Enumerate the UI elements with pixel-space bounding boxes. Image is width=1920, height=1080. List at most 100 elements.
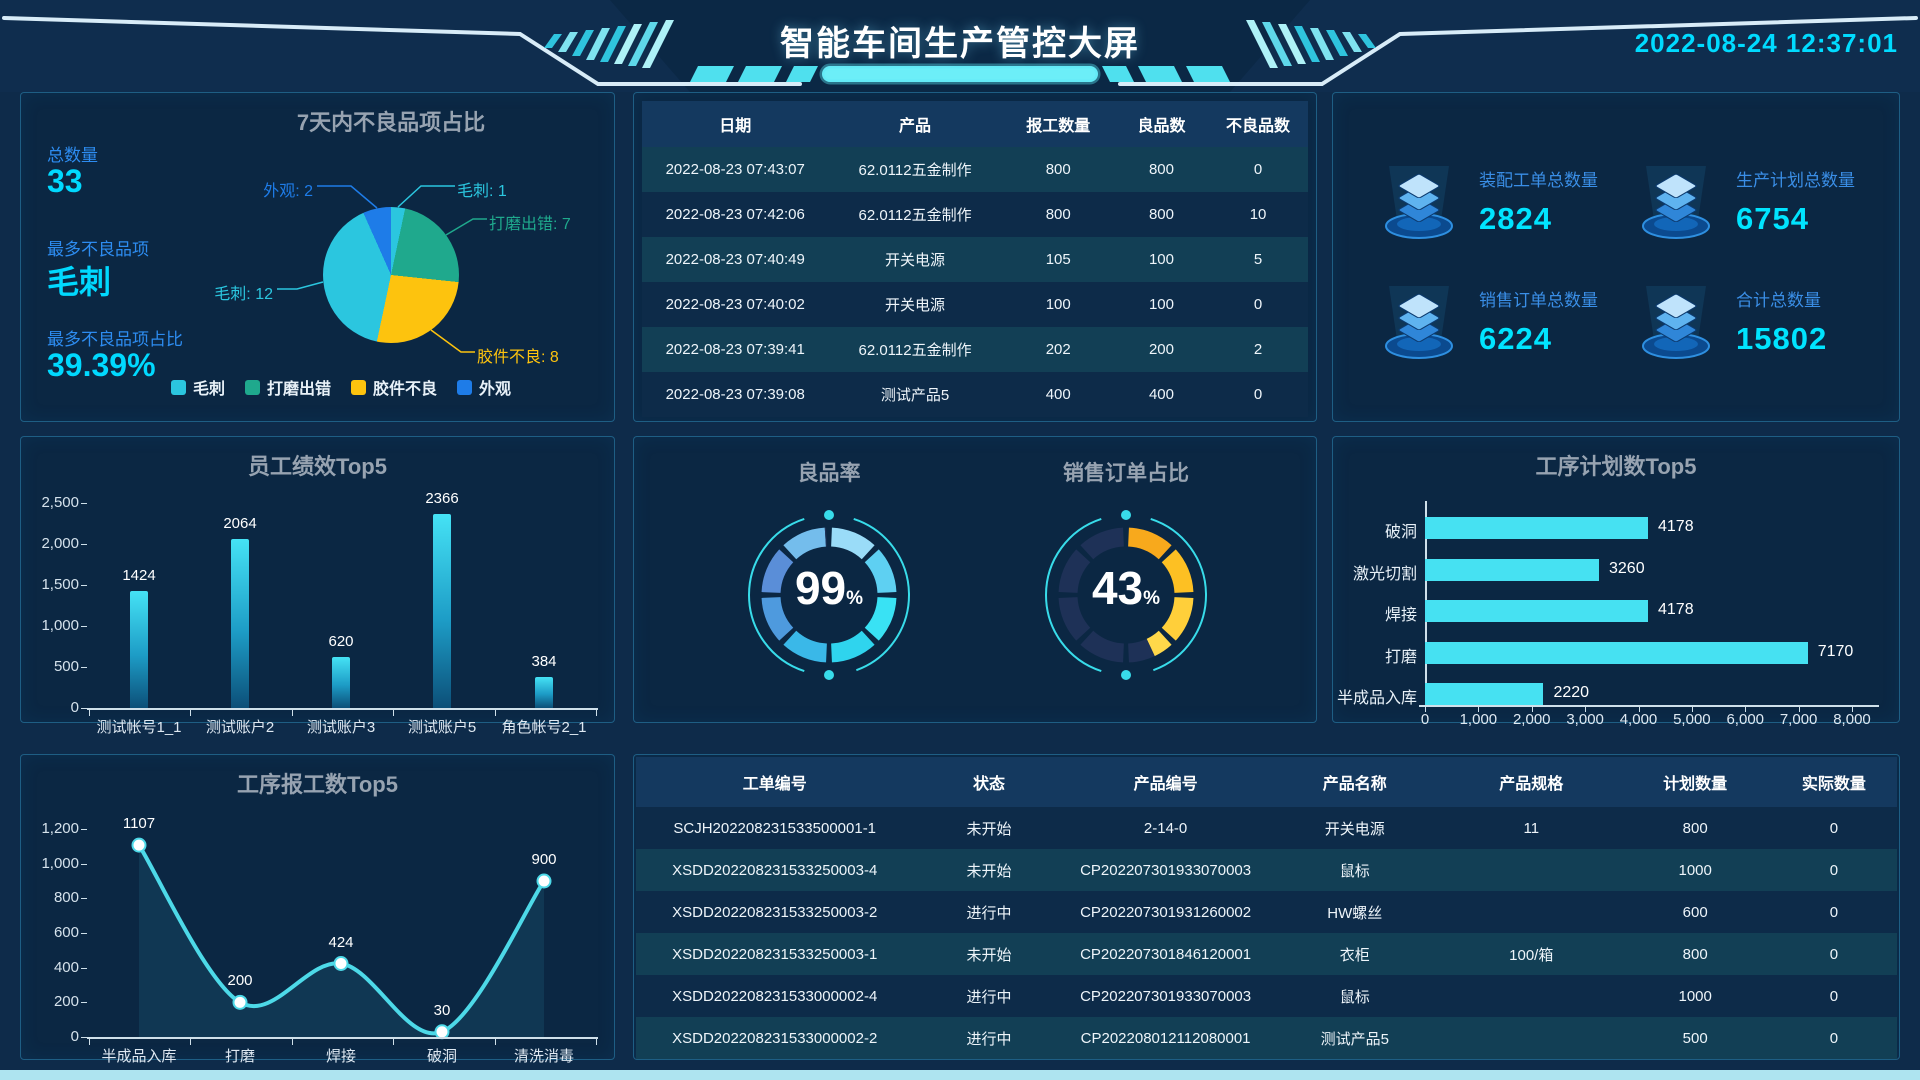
legend-label: 外观 [479, 381, 512, 398]
y-tickmark [81, 585, 87, 586]
x-category-label: 半成品入库 [101, 1048, 177, 1065]
table-cell: 未开始 [966, 862, 1012, 880]
table-cell: 11 [1523, 819, 1540, 837]
x-tickmark [1478, 706, 1480, 712]
table-cell: 0 [1253, 161, 1263, 178]
layers-icon [1642, 286, 1710, 359]
stat-card: 装配工单总数量 2824 [1375, 141, 1632, 261]
bar-value-label: 2220 [1553, 684, 1590, 701]
table-cell: 105 [1045, 251, 1071, 268]
legend-item: 外观 [457, 375, 511, 399]
x-axis-line [1419, 705, 1879, 707]
bar [332, 657, 350, 708]
order-row: XSDD202208231533250003-2 进行中 CP20220730193… [636, 891, 1897, 933]
y-axis-tick: 0 [70, 1028, 79, 1045]
y-category-label: 半成品入库 [1336, 690, 1417, 707]
y-axis-tick: 1,000 [41, 854, 79, 872]
table-cell [1443, 849, 1620, 891]
table-header-row: 日期 产品 报工数量 良品数 不良品数 [642, 101, 1308, 147]
x-tickmark [190, 710, 192, 716]
table-cell: 1000 [1678, 861, 1712, 879]
table-cell: 2022-08-23 07:42:06 [665, 206, 805, 223]
stat-card-value: 6224 [1479, 320, 1552, 356]
order-row: XSDD202208231533000002-4 进行中 CP20220730193… [636, 975, 1897, 1017]
table-cell: 未开始 [966, 820, 1012, 838]
y-tickmark [81, 1002, 87, 1004]
x-axis-tick: 1,000 [1459, 711, 1498, 728]
x-tickmark [1585, 706, 1587, 712]
table-cell: 800 [1148, 161, 1174, 178]
table-cell: 800 [1148, 206, 1174, 223]
top-defect-ratio-label: 最多不良品项占比 [47, 330, 183, 349]
point-value-label: 200 [227, 972, 253, 990]
x-tickmark [393, 1039, 395, 1045]
table-cell: XSDD202208231533250003-4 [672, 861, 878, 879]
table-header-row: 工单编号 状态 产品编号 产品名称 产品规格 计划数量 实际数量 [636, 757, 1897, 807]
table-cell: XSDD202208231533250003-1 [672, 945, 878, 963]
table-cell: 2 [1253, 341, 1263, 358]
legend-label: 打磨出错 [267, 381, 332, 398]
x-tickmark [291, 710, 293, 716]
pie-slice-label: 打磨出错: 7 [489, 216, 571, 233]
table-cell: 100/箱 [1509, 946, 1554, 964]
bar-value-label: 4178 [1658, 601, 1694, 618]
gauge-unit: % [1143, 588, 1161, 609]
top-defect-value: 毛刺 [47, 264, 112, 300]
staff-chart-title: 员工绩效Top5 [248, 454, 387, 479]
table-cell: 2-14-0 [1143, 819, 1188, 837]
table-cell: 62.0112五金制作 [858, 207, 972, 224]
x-axis-tick: 6,000 [1726, 711, 1765, 728]
x-category-label: 焊接 [325, 1048, 356, 1065]
order-row: XSDD202208231533250003-4 未开始 CP20220730193… [636, 849, 1897, 891]
stat-card-label: 生产计划总数量 [1736, 170, 1855, 190]
table-cell: 100 [1148, 296, 1174, 313]
page-title: 智能车间生产管控大屏 [780, 25, 1140, 63]
gauge-value: 99% [754, 561, 904, 615]
work-report-table: 日期 产品 报工数量 良品数 不良品数 2022-08-23 07:43:07 62.011… [642, 101, 1308, 417]
x-axis-tick: 5,000 [1673, 711, 1711, 728]
x-tickmark [494, 1039, 496, 1045]
x-category-label: 测试帐号1_1 [96, 719, 182, 736]
x-category-label: 测试账户5 [407, 719, 477, 736]
y-category-label: 焊接 [1384, 607, 1417, 624]
legend-swatch [245, 379, 261, 395]
pie-slice-label: 毛刺: 12 [214, 286, 273, 303]
x-tickmark [1798, 706, 1800, 712]
x-axis-line [87, 1037, 598, 1039]
table-cell: 800 [1045, 161, 1071, 178]
table-cell: 2022-08-23 07:43:07 [665, 161, 805, 178]
stat-card: 生产计划总数量 6754 [1632, 141, 1889, 261]
column-header: 产品编号 [1064, 757, 1267, 807]
defect-panel-title: 7天内不良品项占比 [296, 110, 486, 135]
y-tickmark [81, 933, 87, 934]
stat-card-label: 装配工单总数量 [1479, 170, 1598, 190]
table-cell: 100 [1045, 296, 1071, 313]
table-cell: 500 [1682, 1029, 1708, 1047]
bar [433, 513, 451, 708]
pie-slice-label: 毛刺: 1 [457, 183, 507, 200]
table-cell: 400 [1045, 386, 1071, 403]
x-axis-tick: 2,000 [1512, 711, 1551, 728]
x-tickmark [1638, 706, 1640, 712]
table-cell: HW螺丝 [1327, 904, 1383, 922]
column-header: 日期 [642, 101, 829, 147]
y-axis-tick: 1,000 [41, 617, 79, 634]
point-value-label: 900 [531, 851, 557, 868]
x-category-label: 清洗消毒 [513, 1048, 574, 1065]
table-cell: 0 [1829, 987, 1839, 1005]
stat-card-label: 合计总数量 [1736, 290, 1821, 310]
bar [231, 538, 249, 708]
table-cell: SCJH202208231533500001-1 [673, 819, 877, 837]
table-cell: CP202207301846120001 [1080, 945, 1252, 963]
x-tickmark [291, 1039, 293, 1045]
bar-value-label: 2366 [425, 489, 459, 507]
y-tickmark [81, 503, 87, 504]
top-defect-label: 最多不良品项 [47, 240, 149, 259]
y-tickmark [81, 667, 87, 668]
table-cell [1443, 891, 1620, 933]
table-cell: 202 [1045, 341, 1071, 358]
pie-leader-lines [277, 185, 487, 353]
table-cell: 进行中 [966, 904, 1012, 922]
gauge-value: 43% [1051, 561, 1201, 615]
x-category-label: 打磨 [224, 1048, 255, 1065]
